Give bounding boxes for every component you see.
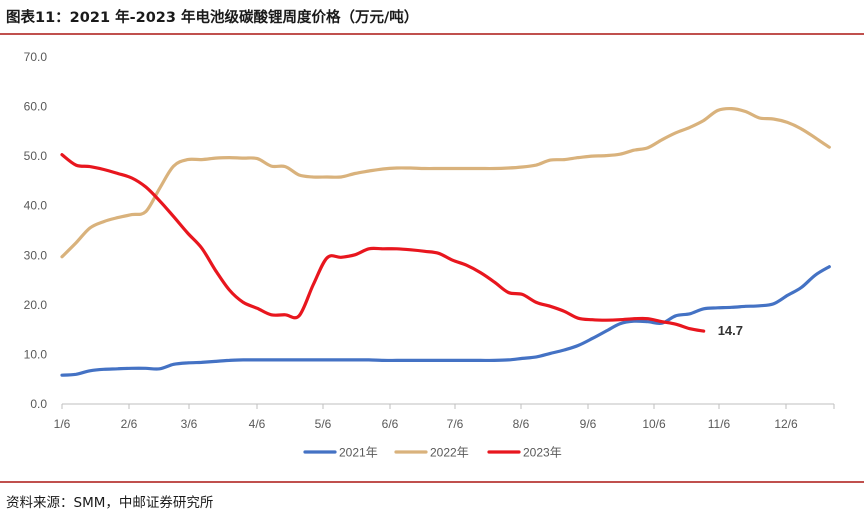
line-chart: 0.0 10.0 20.0 30.0 40.0 50.0 60.0 70.0 1/6 2/6 3/… — [24, 50, 835, 460]
x-axis: 1/6 2/6 3/6 4/6 5/6 6/6 7/6 8/6 9/6 10/6 11/6 12/6 — [54, 403, 835, 431]
y-tick-label: 40.0 — [24, 199, 48, 213]
x-tick-label: 7/6 — [447, 417, 464, 431]
legend: 2021年 2022年 2023年 — [303, 446, 562, 460]
x-tick-label: 11/6 — [708, 417, 731, 431]
chart-title: 图表11：2021 年-2023 年电池级碳酸锂周度价格（万元/吨） — [6, 10, 419, 26]
x-tick-label: 5/6 — [315, 417, 332, 431]
series-line-2 — [60, 106, 831, 259]
annotation: 14.7 — [718, 323, 743, 338]
source-note: 资料来源：SMM，中邮证券研究所 — [6, 495, 214, 511]
x-tick-label: 4/6 — [249, 417, 266, 431]
y-tick-label: 70.0 — [24, 50, 48, 64]
x-tick-label: 2/6 — [121, 417, 138, 431]
footer-divider — [0, 481, 864, 483]
x-tick-label: 10/6 — [642, 417, 666, 431]
x-tick-label: 6/6 — [382, 417, 399, 431]
y-tick-label: 20.0 — [24, 298, 48, 312]
x-tick-label: 9/6 — [580, 417, 597, 431]
y-tick-label: 0.0 — [30, 397, 47, 411]
x-tick-label: 8/6 — [513, 417, 530, 431]
series-lines — [60, 106, 831, 377]
x-tick-label: 12/6 — [774, 417, 798, 431]
series-line-3 — [60, 153, 706, 333]
series-line-1 — [60, 265, 831, 377]
last-value-label: 14.7 — [718, 323, 743, 338]
y-tick-label: 30.0 — [24, 248, 48, 262]
title-divider — [0, 33, 864, 35]
legend-label: 2022年 — [430, 446, 469, 460]
x-tick-label: 1/6 — [54, 417, 71, 431]
y-tick-label: 60.0 — [24, 100, 48, 114]
y-tick-label: 50.0 — [24, 149, 48, 163]
legend-label: 2023年 — [523, 446, 562, 460]
legend-label: 2021年 — [339, 446, 378, 460]
y-tick-label: 10.0 — [24, 347, 48, 361]
x-tick-label: 3/6 — [181, 417, 198, 431]
y-axis-labels: 0.0 10.0 20.0 30.0 40.0 50.0 60.0 70.0 — [24, 50, 48, 411]
